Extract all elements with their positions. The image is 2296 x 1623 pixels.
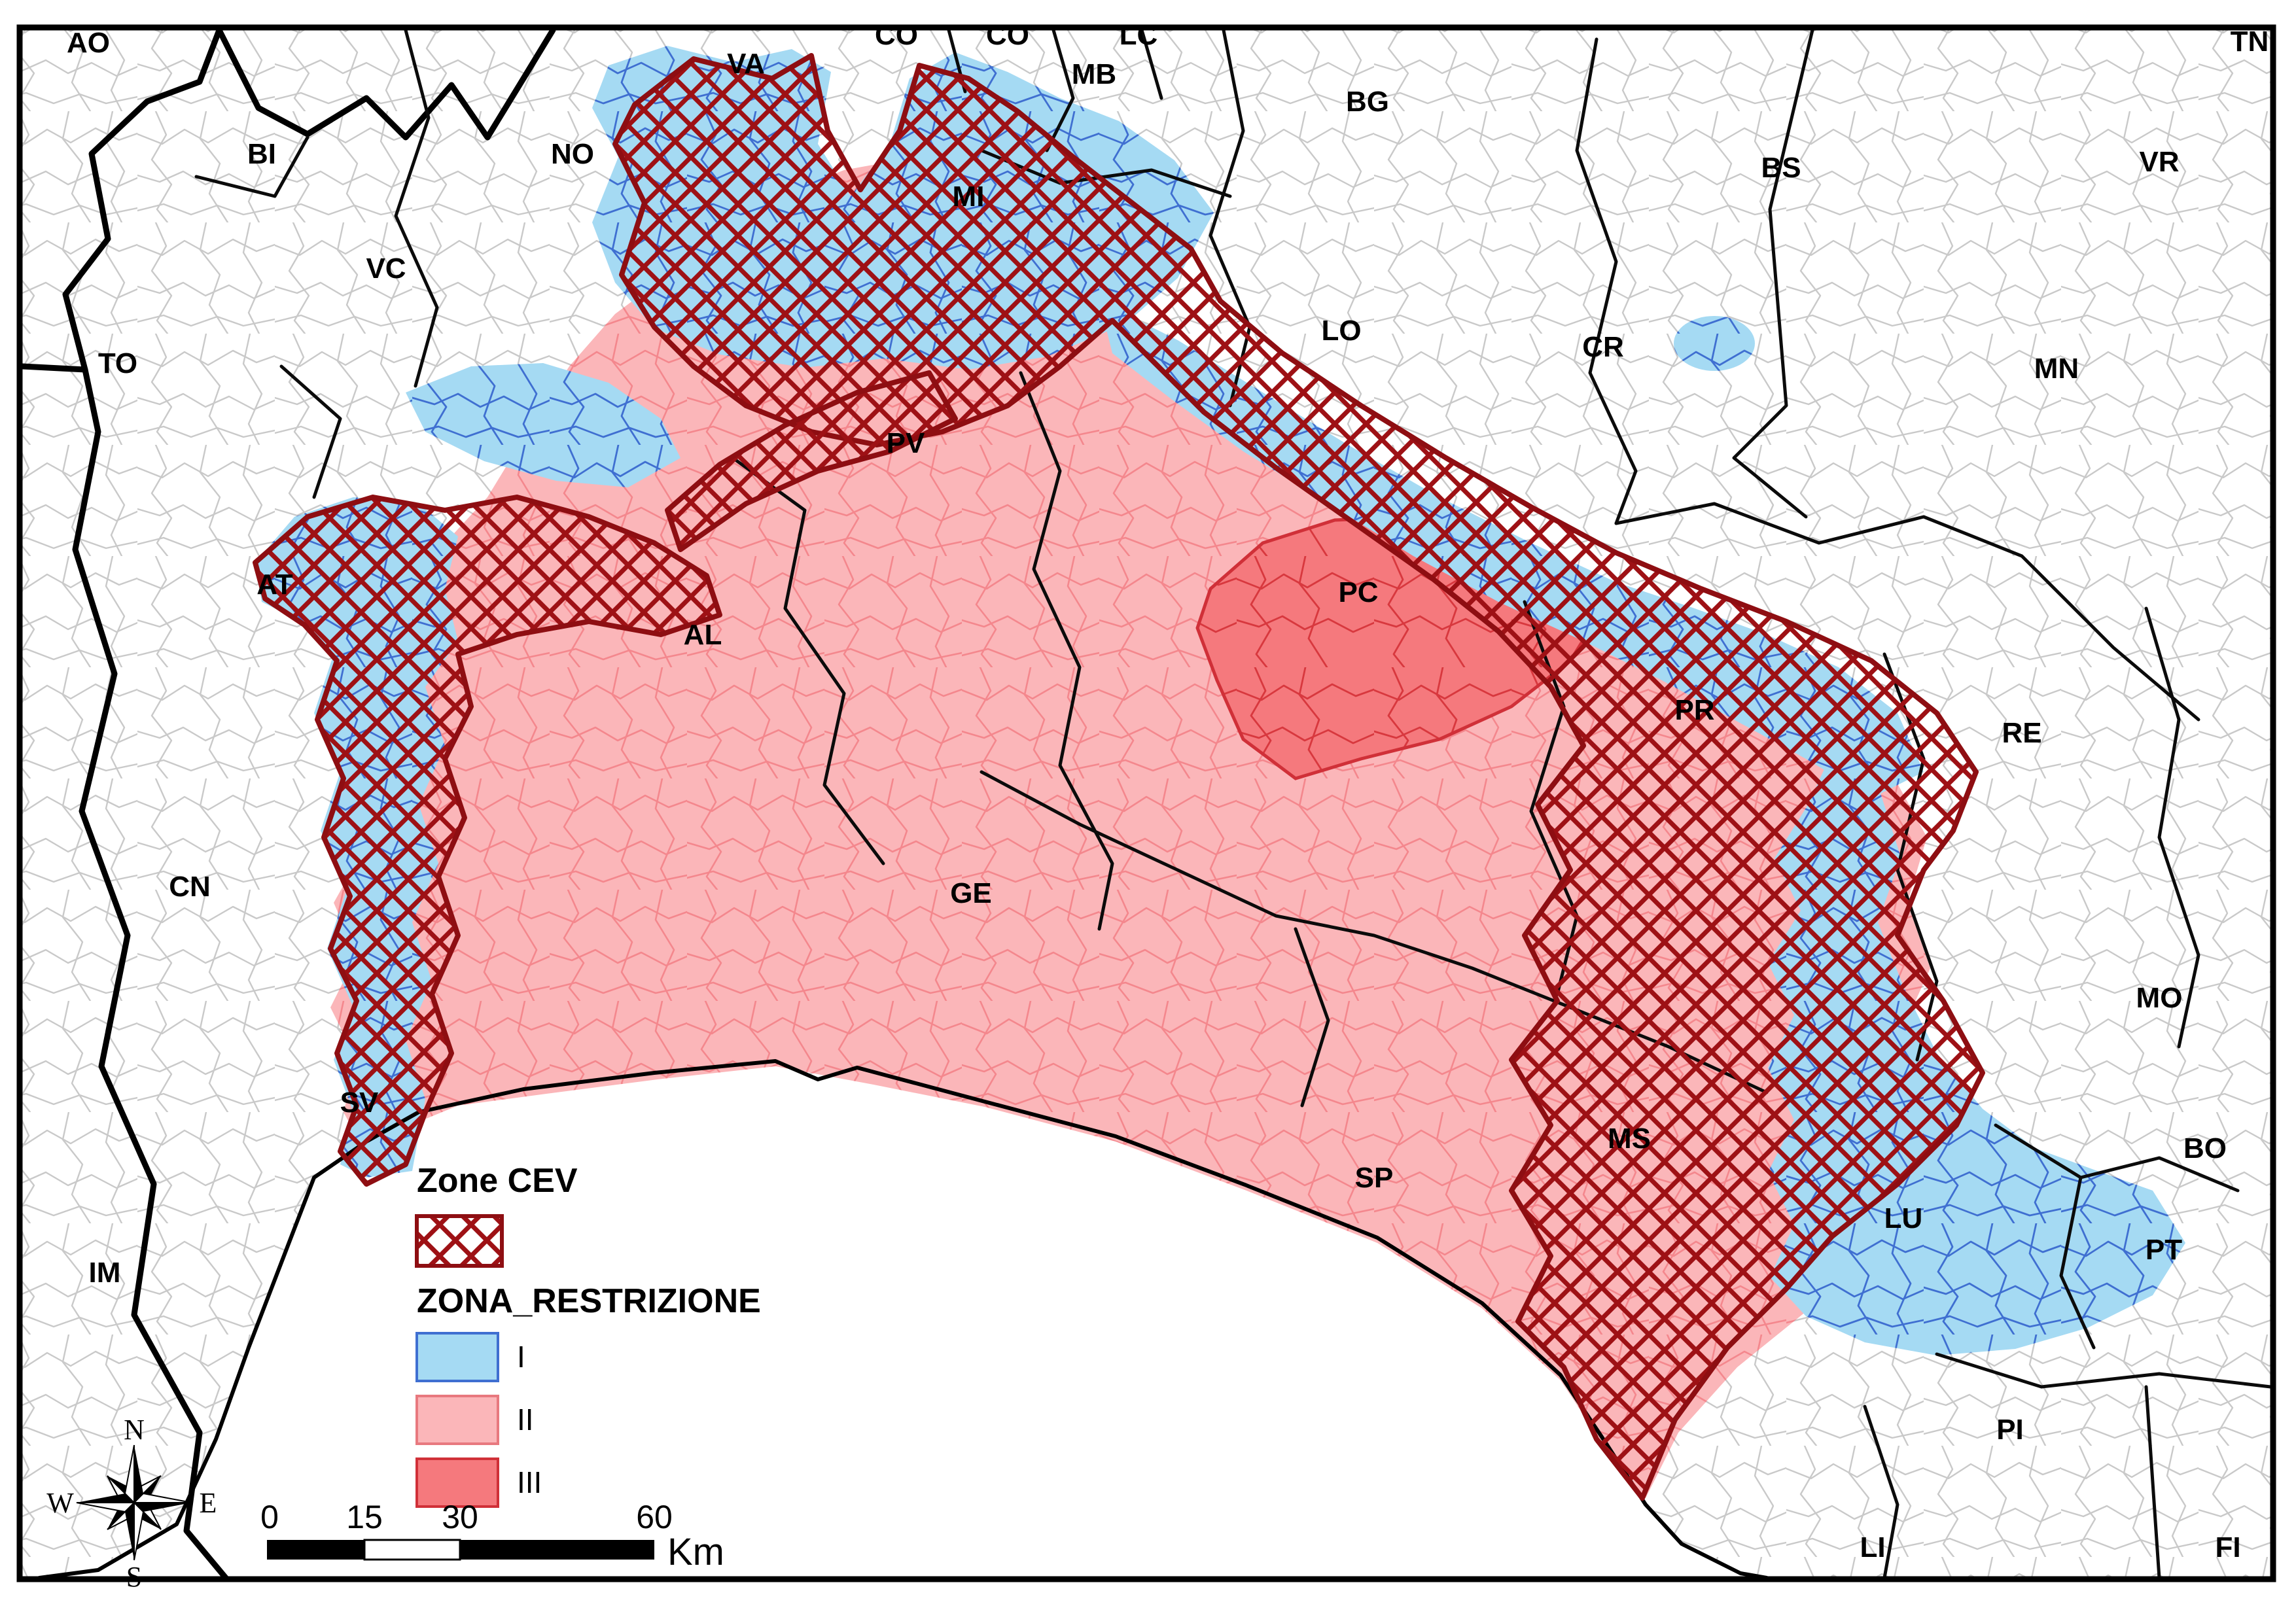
scale-tick-0: 0 [260, 1499, 279, 1535]
province-label-cn: CN [169, 871, 211, 903]
legend-label-zone-ii: II [517, 1403, 534, 1437]
map-frame [16, 24, 2276, 1582]
compass-rose: N S E W [46, 1414, 217, 1593]
sea [39, 1061, 1767, 1578]
province-label-li: LI [1860, 1531, 1885, 1563]
province-label-lu: LU [1884, 1202, 1923, 1234]
legend-label-zone-i: I [517, 1340, 525, 1374]
cev-zones [253, 53, 1985, 1501]
border-france-north [19, 27, 222, 373]
border-ge-sp [1294, 927, 1330, 1108]
province-label-pt: PT [2146, 1234, 2182, 1266]
zone-i-vercelli-band [406, 363, 680, 487]
compass-w-label: W [46, 1487, 74, 1519]
scale-segment-2 [363, 1539, 461, 1561]
province-label-co: CO [986, 19, 1029, 51]
province-label-mo: MO [2136, 982, 2183, 1014]
legend: Zone CEV ZONA_RESTRIZIONE I II III [415, 1162, 761, 1508]
province-label-lo: LO [1321, 315, 1361, 347]
zone-i-cremona-patch [1674, 316, 1755, 371]
province-label-vr: VR [2139, 146, 2179, 178]
border-bo-south [1994, 1123, 2240, 1193]
province-label-co: CO [875, 19, 918, 51]
province-label-mi: MI [953, 181, 985, 213]
province-label-no: NO [551, 138, 594, 170]
province-label-al: AL [684, 619, 722, 651]
border-france-west [72, 366, 229, 1581]
border-tuscany-south [1863, 1352, 2272, 1580]
legend-label-zone-iii: III [517, 1465, 542, 1499]
border-tn-diag [1732, 28, 1814, 519]
compass-n-label: N [124, 1414, 145, 1446]
province-label-ge: GE [950, 877, 992, 909]
province-label-sp: SP [1355, 1162, 1394, 1194]
cev-zone-asti-bridge [665, 370, 958, 552]
province-label-vc: VC [366, 253, 406, 285]
province-label-to: TO [98, 347, 137, 379]
legend-swatch-zone-i [415, 1332, 499, 1382]
scale-bar: 0 15 30 60 Km [260, 1499, 724, 1573]
province-label-lc: LC [1120, 19, 1158, 51]
province-label-pr: PR [1674, 694, 1714, 726]
scale-segment-1 [267, 1540, 364, 1560]
scale-unit-label: Km [667, 1531, 724, 1573]
legend-swatch-zone-ii [415, 1395, 499, 1445]
province-label-im: IM [89, 1257, 121, 1289]
cev-zone-west-band [253, 495, 722, 1187]
border-bg-bs [1575, 37, 1638, 525]
compass-star [76, 1444, 192, 1561]
border-pv-west [1019, 371, 1114, 931]
scale-tick-15: 15 [346, 1499, 383, 1535]
legend-restriction-title: ZONA_RESTRIZIONE [417, 1282, 761, 1320]
province-label-re: RE [2002, 717, 2041, 749]
legend-cev-swatch [415, 1214, 504, 1268]
province-label-fi: FI [2215, 1531, 2240, 1563]
province-label-bs: BS [1761, 152, 1801, 184]
border-pt-lu [2059, 1176, 2096, 1350]
province-label-pc: PC [1338, 576, 1378, 608]
cev-zone-north-arc [612, 53, 1985, 1501]
scale-tick-60: 60 [636, 1499, 673, 1535]
province-label-bg: BG [1346, 86, 1389, 118]
scale-tick-30: 30 [442, 1499, 478, 1535]
province-label-mb: MB [1072, 58, 1116, 90]
province-label-tn: TN [2231, 26, 2269, 58]
province-label-ms: MS [1608, 1123, 1651, 1155]
border-to-cn [279, 364, 342, 499]
border-switzerland [216, 27, 556, 141]
compass-e-label: E [200, 1487, 217, 1519]
province-label-cr: CR [1582, 331, 1624, 363]
province-label-mn: MN [2034, 353, 2079, 385]
province-borders [19, 27, 2272, 1581]
scale-segment-3 [460, 1540, 654, 1560]
border-bi [194, 135, 309, 198]
border-al-ge [731, 456, 885, 865]
province-label-pi: PI [1996, 1414, 2024, 1446]
border-vc-no [394, 28, 439, 388]
border-re-mo [2144, 606, 2200, 1049]
province-label-bi: BI [247, 138, 276, 170]
border-bs-south [1614, 502, 2200, 722]
province-label-bo: BO [2183, 1132, 2227, 1164]
province-label-at: AT [256, 568, 293, 601]
province-label-ao: AO [67, 27, 110, 59]
province-label-va: VA [727, 48, 765, 80]
legend-swatch-zone-iii [415, 1457, 499, 1508]
legend-cev-title: Zone CEV [417, 1162, 578, 1200]
province-label-sv: SV [340, 1087, 379, 1119]
province-label-pv: PV [887, 427, 925, 459]
